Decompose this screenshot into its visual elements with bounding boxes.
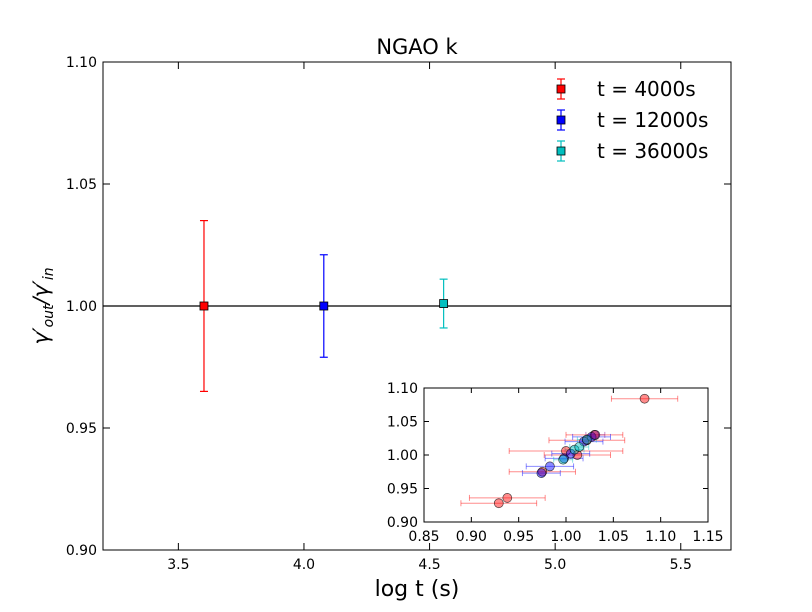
inset-data-point [545,461,555,472]
x-tick-label: 3.5 [167,557,189,573]
y-tick-label: 1.05 [66,177,97,193]
y-tick-label: 1.00 [66,299,97,315]
inset-data-point [493,498,504,509]
y-tick-label: 1.10 [66,55,97,71]
inset-y-tick-label: 0.95 [387,482,418,498]
legend-marker [556,115,566,125]
inset-x-tick-label: 0.85 [408,529,439,545]
inset-plot-frame [423,387,709,523]
inset-x-tick-label: 1.15 [692,529,723,545]
x-tick-label: 4.0 [293,557,315,573]
y-tick-label: 0.90 [66,543,97,559]
legend-label: t = 12000s [597,108,708,132]
inset-data-point [569,444,580,455]
legend-marker [556,84,566,94]
inset-y-tick-label: 1.10 [387,381,418,397]
inset-data-point [581,434,592,445]
inset-data-point [639,393,650,404]
x-tick-label: 5.0 [544,557,566,573]
inset-data-point [502,493,513,503]
legend-label: t = 4000s [597,77,696,101]
data-point [319,301,329,311]
inset-data-point [574,442,585,452]
x-tick-label: 5.5 [670,557,692,573]
main-plot-frame [102,61,732,551]
legend: t = 4000s t = 12000s t = 36000s [556,77,708,163]
data-point [199,301,209,311]
inset-x-tick-label: 0.95 [503,529,534,545]
data-point [439,299,449,308]
inset-x-tick-label: 1.00 [550,529,581,545]
inset-x-tick-label: 1.10 [645,529,676,545]
inset-x-tick-label: 0.90 [456,529,487,545]
y-tick-label: 0.95 [66,421,97,437]
inset-y-tick-label: 1.05 [387,415,418,431]
inset-data-point [565,448,576,459]
inset-y-tick-label: 0.90 [387,515,418,531]
inset-data-point [558,454,569,465]
x-axis-label: log t (s) [375,577,460,602]
inset-x-tick-label: 1.05 [598,529,629,545]
inset-data-point [590,430,601,440]
inset-background [424,388,708,522]
legend-marker [556,146,566,156]
y-axis-label: γ′out/γ′in [29,267,57,344]
inset-data-point [536,468,547,478]
legend-label: t = 36000s [597,139,708,163]
chart-title: NGAO k [376,35,458,59]
x-tick-label: 4.5 [418,557,440,573]
inset-y-tick-label: 1.00 [387,448,418,464]
